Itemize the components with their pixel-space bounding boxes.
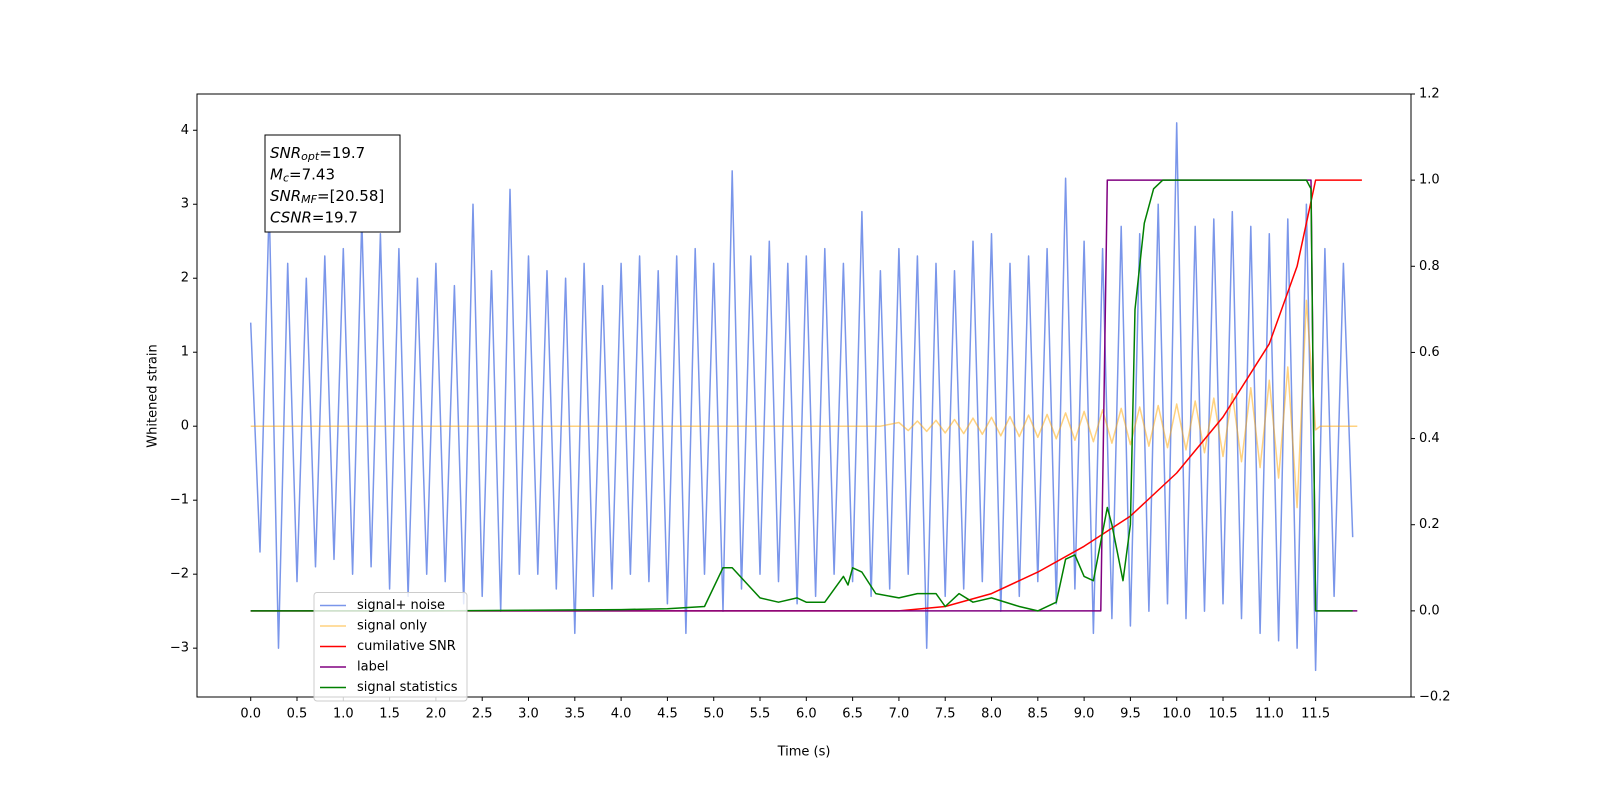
x-tick-label: 9.5: [1120, 707, 1141, 722]
y-tick-label: −2: [170, 567, 189, 582]
x-tick-label: 1.5: [379, 707, 400, 722]
annotation-value: =19.7: [312, 208, 358, 226]
series-line: [250, 299, 1358, 509]
x-tick-label: 5.5: [750, 707, 771, 722]
annotation-value: =7.43: [289, 165, 335, 183]
annotation-text: CSNR=19.7: [270, 208, 358, 226]
legend-label: label: [357, 660, 388, 675]
annotation-value: =[20.58]: [317, 187, 384, 205]
annotation-subscript: MF: [301, 193, 317, 206]
x-tick-label: 4.0: [611, 707, 632, 722]
x-tick-label: 6.0: [796, 707, 817, 722]
y-tick-label: −3: [170, 641, 189, 656]
annotation-subscript: opt: [301, 150, 320, 163]
annotation-symbol: CSNR: [270, 208, 312, 226]
x-tick-label: 5.0: [703, 707, 724, 722]
legend-label: signal only: [357, 619, 427, 634]
x-tick-label: 11.5: [1301, 707, 1330, 722]
legend-frame: [313, 592, 468, 702]
y2-tick-label: 1.0: [1419, 173, 1440, 188]
legend: signal+ noise signal only cumilative SNR la…: [313, 592, 468, 702]
x-tick-label: 8.0: [981, 707, 1002, 722]
x-tick-label: 11.0: [1255, 707, 1284, 722]
x-tick-label: 6.5: [842, 707, 863, 722]
y-tick-label: 4: [181, 123, 189, 138]
x-tick-label: 4.5: [657, 707, 678, 722]
annotation-text: SNRMF=[20.58]: [270, 187, 384, 207]
y2-tick-label: 0.6: [1419, 345, 1440, 360]
x-axis-label: Time (s): [777, 745, 831, 760]
legend-label: signal statistics: [357, 680, 458, 695]
annotation-text: Mc=7.43: [270, 165, 335, 185]
y2-tick-label: −0.2: [1419, 690, 1451, 705]
x-tick-label: 9.0: [1074, 707, 1095, 722]
y2-tick-label: 0.0: [1419, 603, 1440, 618]
x-tick-label: 8.5: [1027, 707, 1048, 722]
annotation-frame: [264, 134, 401, 233]
x-tick-label: 2.5: [472, 707, 493, 722]
x-tick-label: 2.0: [426, 707, 447, 722]
x-tick-label: 10.0: [1162, 707, 1191, 722]
x-tick-label: 0.5: [287, 707, 308, 722]
legend-label: signal+ noise: [357, 598, 445, 613]
y-tick-label: 2: [181, 271, 189, 286]
annotation-symbol: M: [270, 165, 283, 183]
x-tick-label: 3.5: [564, 707, 585, 722]
x-tick-label: 7.5: [935, 707, 956, 722]
y-tick-label: 0: [181, 419, 189, 434]
y-tick-label: 1: [181, 345, 189, 360]
y2-tick-label: 1.2: [1419, 87, 1440, 102]
x-tick-label: 1.0: [333, 707, 354, 722]
annotation-value: =19.7: [319, 144, 365, 162]
annotation-text: SNRopt=19.7: [270, 144, 365, 164]
y-tick-label: 3: [181, 197, 189, 212]
series-line: [249, 122, 1354, 672]
x-tick-label: 10.5: [1209, 707, 1238, 722]
x-tick-label: 7.0: [889, 707, 910, 722]
y2-tick-label: 0.4: [1419, 431, 1440, 446]
series-line: [250, 179, 1353, 612]
y2-tick-label: 0.8: [1419, 259, 1440, 274]
y-tick-label: −1: [170, 493, 189, 508]
x-tick-label: 0.0: [240, 707, 261, 722]
series-line: [250, 179, 1362, 612]
annotation-subscript: c: [283, 172, 289, 185]
legend-label: cumilative SNR: [357, 639, 456, 654]
plot-frame: [196, 93, 1412, 698]
y-axis-label: Whitened strain: [146, 344, 161, 447]
annotation-symbol: SNR: [270, 187, 301, 205]
annotation-symbol: SNR: [270, 144, 301, 162]
y2-tick-label: 0.2: [1419, 517, 1440, 532]
x-tick-label: 3.0: [518, 707, 539, 722]
